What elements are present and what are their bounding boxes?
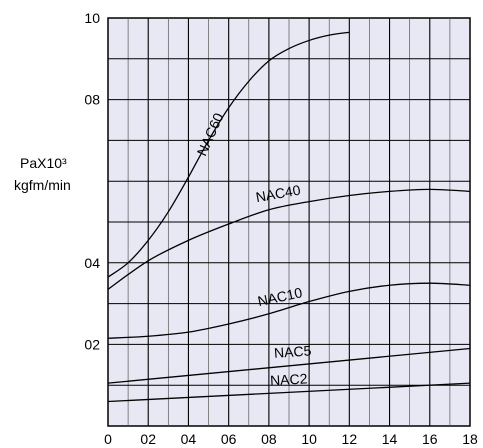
series-line-nac60: [107, 31, 350, 278]
y-tick-label: 04: [84, 255, 100, 271]
series-lines: [107, 31, 471, 403]
series-label-nac5: NAC5: [273, 342, 312, 361]
series-line-nac2: [107, 382, 471, 403]
y-axis-unit-label: kgfm/min: [14, 177, 71, 193]
x-tick-label: 04: [181, 431, 197, 447]
x-tick-label: 12: [342, 431, 358, 447]
y-tick-label: 08: [84, 92, 100, 108]
series-line-nac10: [107, 282, 471, 339]
x-tick-label: 16: [422, 431, 438, 447]
y-tick-label: 10: [84, 10, 100, 26]
y-axis-label: PaX10³: [20, 155, 67, 171]
y-tick-labels: 02 04 08 10: [84, 10, 100, 352]
x-tick-labels: 0 02 04 06 08 10 12 14 16 18: [104, 431, 478, 447]
series-line-nac40: [107, 188, 471, 290]
x-tick-label: 0: [104, 431, 112, 447]
x-tick-label: 18: [462, 431, 478, 447]
x-tick-label: 02: [140, 431, 156, 447]
x-tick-label: 10: [301, 431, 317, 447]
x-tick-label: 14: [382, 431, 398, 447]
series-label-nac40: NAC40: [254, 182, 301, 206]
grid: [108, 18, 470, 426]
series-line-nac5: [107, 347, 471, 384]
y-tick-label: 02: [84, 336, 100, 352]
x-tick-label: 08: [261, 431, 277, 447]
x-tick-label: 06: [221, 431, 237, 447]
series-label-nac2: NAC2: [270, 370, 308, 388]
